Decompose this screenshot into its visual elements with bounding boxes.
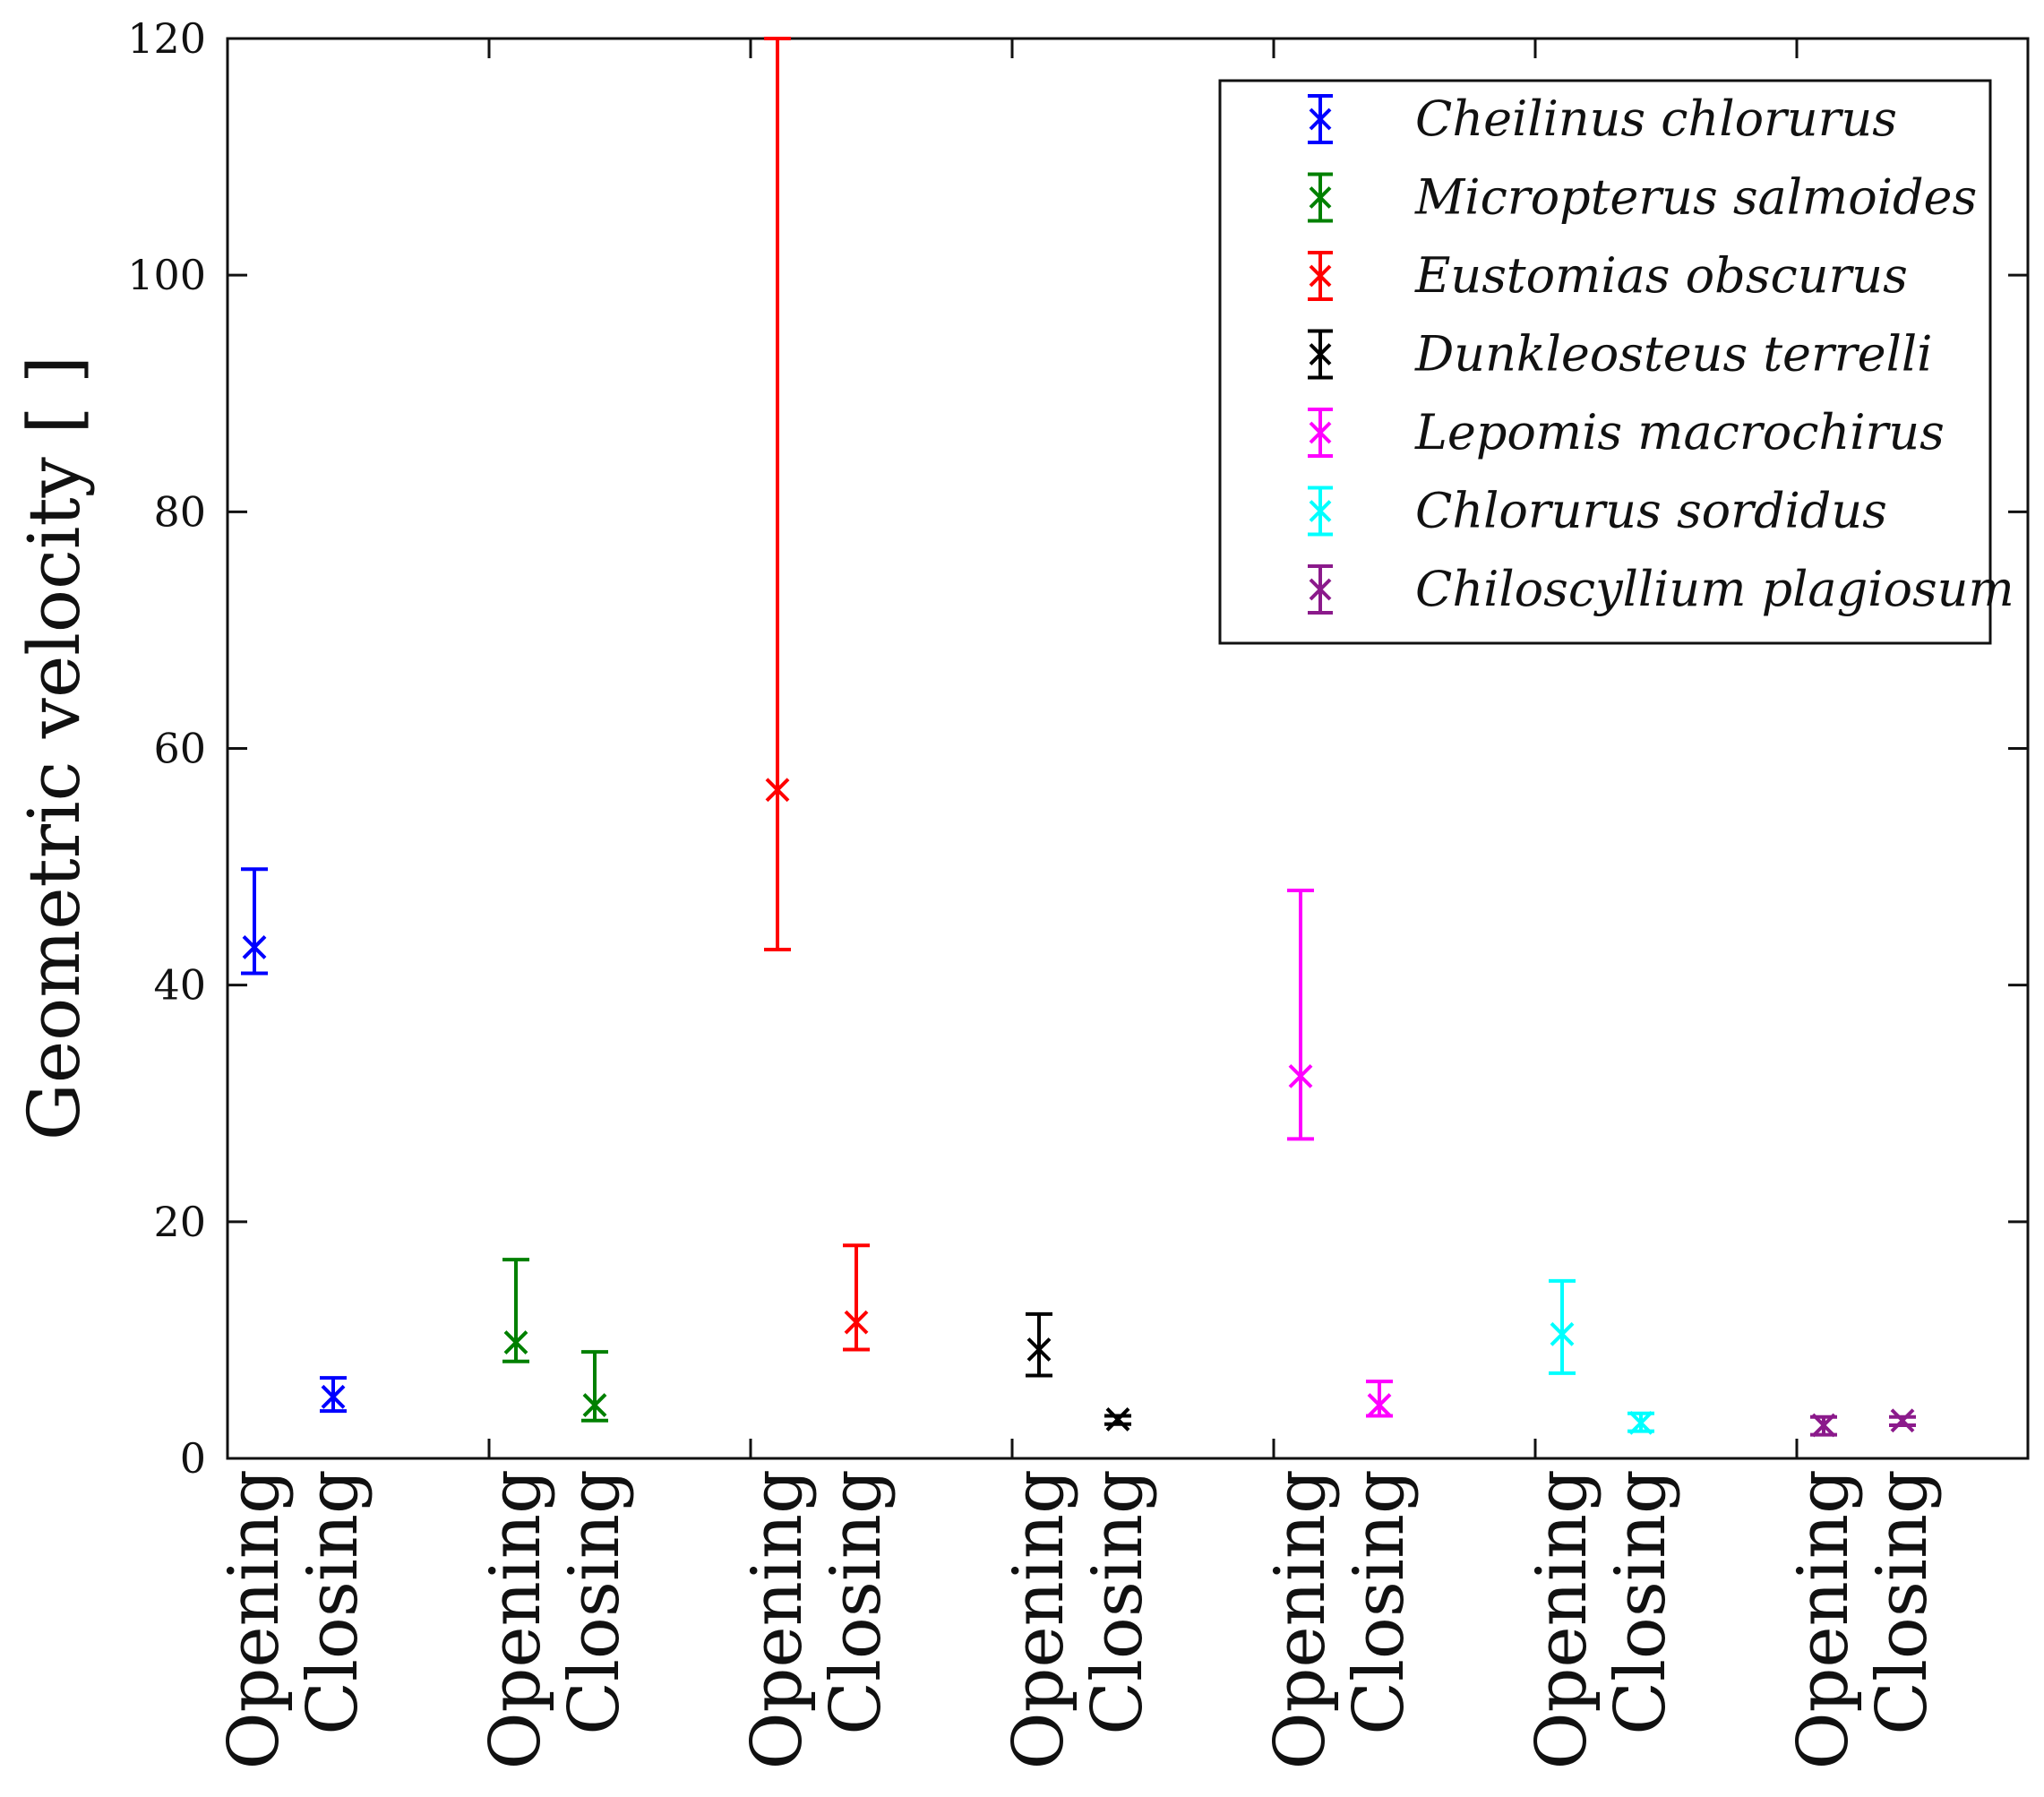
y-axis-title: Geometric velocity [ ] — [13, 356, 96, 1140]
data-point-marker — [1026, 1337, 1052, 1362]
series-1 — [502, 1258, 608, 1423]
series-0 — [241, 867, 347, 1414]
x-category-label: Closing — [1078, 1469, 1158, 1735]
legend-swatch-marker — [1309, 107, 1332, 131]
series-4 — [1287, 889, 1393, 1418]
data-point-marker — [765, 778, 790, 803]
y-tick-label: 100 — [127, 251, 206, 299]
legend-entry: Dunkleosteus terrelli — [1308, 326, 1932, 383]
legend-entry: Cheilinus chlorurus — [1308, 90, 1897, 147]
legend-swatch-marker — [1309, 578, 1332, 601]
series-6 — [1810, 1408, 1916, 1438]
data-point-marker — [1367, 1393, 1392, 1417]
x-category-label: Closing — [293, 1469, 374, 1735]
data-point-marker — [1288, 1063, 1313, 1088]
data-point-marker — [1811, 1413, 1836, 1438]
y-axis: 0 20 40 60 80 100 120 — [127, 14, 2028, 1483]
x-category-label: Opening — [737, 1469, 818, 1769]
data-point-marker — [844, 1310, 869, 1335]
data-point-marker — [1628, 1410, 1653, 1435]
x-category-label: Opening — [214, 1469, 295, 1769]
y-tick-label: 0 — [180, 1434, 206, 1483]
legend-entry: Chiloscyllium plagiosum — [1308, 561, 2014, 617]
x-category-label: Opening — [1522, 1469, 1602, 1769]
x-category-label: Opening — [1783, 1469, 1864, 1769]
series-3 — [1026, 1311, 1131, 1432]
legend-swatch-marker — [1309, 186, 1332, 209]
legend-label: Lepomis macrochirus — [1414, 404, 1945, 460]
legend-entry: Eustomias obscurus — [1308, 247, 1908, 304]
y-tick-label: 40 — [153, 961, 206, 1010]
data-point-marker — [503, 1330, 528, 1354]
legend-entry: Lepomis macrochirus — [1308, 404, 1945, 460]
data-point-marker — [242, 934, 267, 959]
series-layer — [241, 37, 1916, 1438]
y-tick-label: 20 — [153, 1198, 206, 1246]
legend-box — [1218, 79, 1992, 645]
series-2 — [764, 37, 870, 1352]
legend-swatch-marker — [1309, 264, 1332, 288]
data-point-marker — [1550, 1321, 1575, 1346]
y-tick-label: 120 — [127, 14, 206, 63]
legend-label: Cheilinus chlorurus — [1415, 90, 1897, 147]
legend-entry: Micropterus salmoides — [1308, 169, 1977, 226]
legend-entry: Chlorurus sordidus — [1308, 483, 1887, 539]
series-5 — [1549, 1278, 1654, 1435]
legend-label: Eustomias obscurus — [1414, 247, 1908, 304]
data-point-marker — [321, 1384, 346, 1409]
data-point-marker — [1105, 1406, 1130, 1432]
data-point-marker — [1890, 1408, 1915, 1433]
legend-swatch-marker — [1309, 421, 1332, 444]
legend-swatch-marker — [1309, 343, 1332, 365]
y-tick-label: 80 — [153, 487, 206, 536]
x-category-label: Opening — [1260, 1469, 1341, 1769]
x-category-label: Closing — [1601, 1469, 1681, 1735]
legend-label: Dunkleosteus terrelli — [1414, 326, 1932, 383]
x-category-label: Closing — [1862, 1469, 1943, 1735]
data-point-marker — [582, 1393, 607, 1417]
legend-label: Chlorurus sordidus — [1415, 483, 1887, 539]
legend: Cheilinus chlorurus Micropterus salmoides… — [1218, 79, 2014, 645]
x-category-label: Opening — [476, 1469, 556, 1769]
legend-swatch-marker — [1309, 500, 1332, 522]
y-tick-label: 60 — [153, 725, 206, 773]
x-category-label: Opening — [999, 1469, 1079, 1769]
x-category-label: Closing — [554, 1469, 635, 1735]
x-category-label: Closing — [1339, 1469, 1420, 1735]
legend-label: Micropterus salmoides — [1414, 169, 1977, 226]
x-category-label: Closing — [816, 1469, 897, 1735]
legend-label: Chiloscyllium plagiosum — [1415, 561, 2014, 617]
